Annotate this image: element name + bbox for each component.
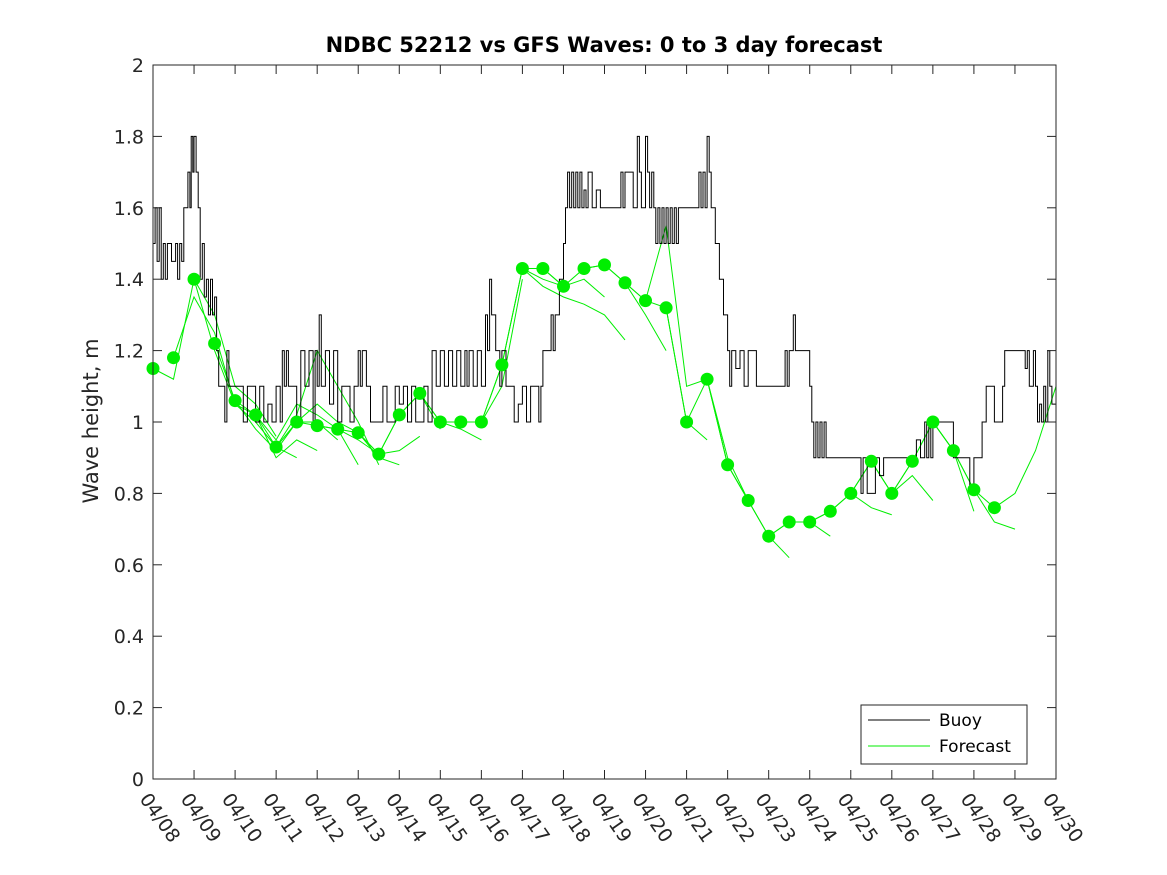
forecast-point-6 <box>269 440 283 454</box>
y-axis: 0 0.2 0.4 0.6 0.8 1 1.2 1.4 1.6 1.8 2 <box>114 55 1056 791</box>
forecast-point-35 <box>864 454 878 468</box>
y-tick-label-7: 1.4 <box>114 269 144 291</box>
forecast-point-12 <box>392 408 406 422</box>
forecast-point-39 <box>946 444 960 458</box>
forecast-point-27 <box>700 372 714 386</box>
legend-box <box>860 704 1028 765</box>
forecast-point-17 <box>495 358 509 372</box>
forecast-point-4 <box>228 394 242 408</box>
y-tick-label-9: 1.8 <box>114 126 144 148</box>
forecast-point-11 <box>372 447 386 461</box>
forecast-point-30 <box>762 529 776 543</box>
forecast-point-28 <box>721 458 735 472</box>
y-tick-label-2: 0.4 <box>114 626 144 648</box>
forecast-point-33 <box>823 504 837 518</box>
y-tick-label-0: 0 <box>132 769 144 791</box>
forecast-point-23 <box>618 276 632 290</box>
legend: Buoy Forecast <box>860 704 1028 765</box>
forecast-point-36 <box>885 486 899 500</box>
y-tick-label-8: 1.6 <box>114 198 144 220</box>
forecast-point-10 <box>351 426 365 440</box>
forecast-markers <box>146 258 1001 543</box>
forecast-point-2 <box>187 272 201 286</box>
forecast-point-29 <box>741 494 755 507</box>
legend-buoy-label: Buoy <box>939 711 982 731</box>
forecast-point-1 <box>167 351 180 365</box>
forecast-point-31 <box>782 515 796 529</box>
forecast-point-8 <box>310 419 324 433</box>
y-tick-label-4: 0.8 <box>114 483 144 505</box>
forecast-point-3 <box>208 337 222 350</box>
y-tick-label-3: 0.6 <box>114 555 144 577</box>
forecast-point-9 <box>331 422 345 436</box>
forecast-point-19 <box>536 262 550 275</box>
forecast-point-22 <box>598 258 611 272</box>
legend-forecast-label: Forecast <box>939 737 1011 757</box>
forecast-point-25 <box>659 301 673 315</box>
y-axis-label: Wave height, m <box>79 338 103 503</box>
plot-area <box>146 135 1056 559</box>
forecast-point-5 <box>249 408 263 422</box>
forecast-point-41 <box>987 501 1001 515</box>
forecast-point-26 <box>680 415 694 429</box>
forecast-point-40 <box>967 483 981 497</box>
forecast-point-21 <box>577 262 591 275</box>
forecast-point-37 <box>905 454 919 468</box>
y-tick-label-10: 2 <box>132 55 144 77</box>
forecast-point-38 <box>926 415 940 429</box>
y-tick-label-1: 0.2 <box>114 698 144 720</box>
forecast-point-14 <box>433 415 447 429</box>
chart-title: NDBC 52212 vs GFS Waves: 0 to 3 day fore… <box>326 33 883 57</box>
forecast-point-16 <box>474 415 488 429</box>
forecast-point-34 <box>844 486 858 500</box>
y-tick-label-5: 1 <box>132 412 144 434</box>
forecast-point-13 <box>413 386 427 400</box>
forecast-point-24 <box>639 294 652 308</box>
forecast-point-15 <box>454 415 468 429</box>
forecast-run-line-13 <box>522 268 626 341</box>
y-tick-label-6: 1.2 <box>114 341 144 363</box>
forecast-point-20 <box>557 279 570 293</box>
forecast-point-7 <box>290 415 304 429</box>
forecast-point-32 <box>803 515 817 529</box>
forecast-point-18 <box>515 262 529 275</box>
